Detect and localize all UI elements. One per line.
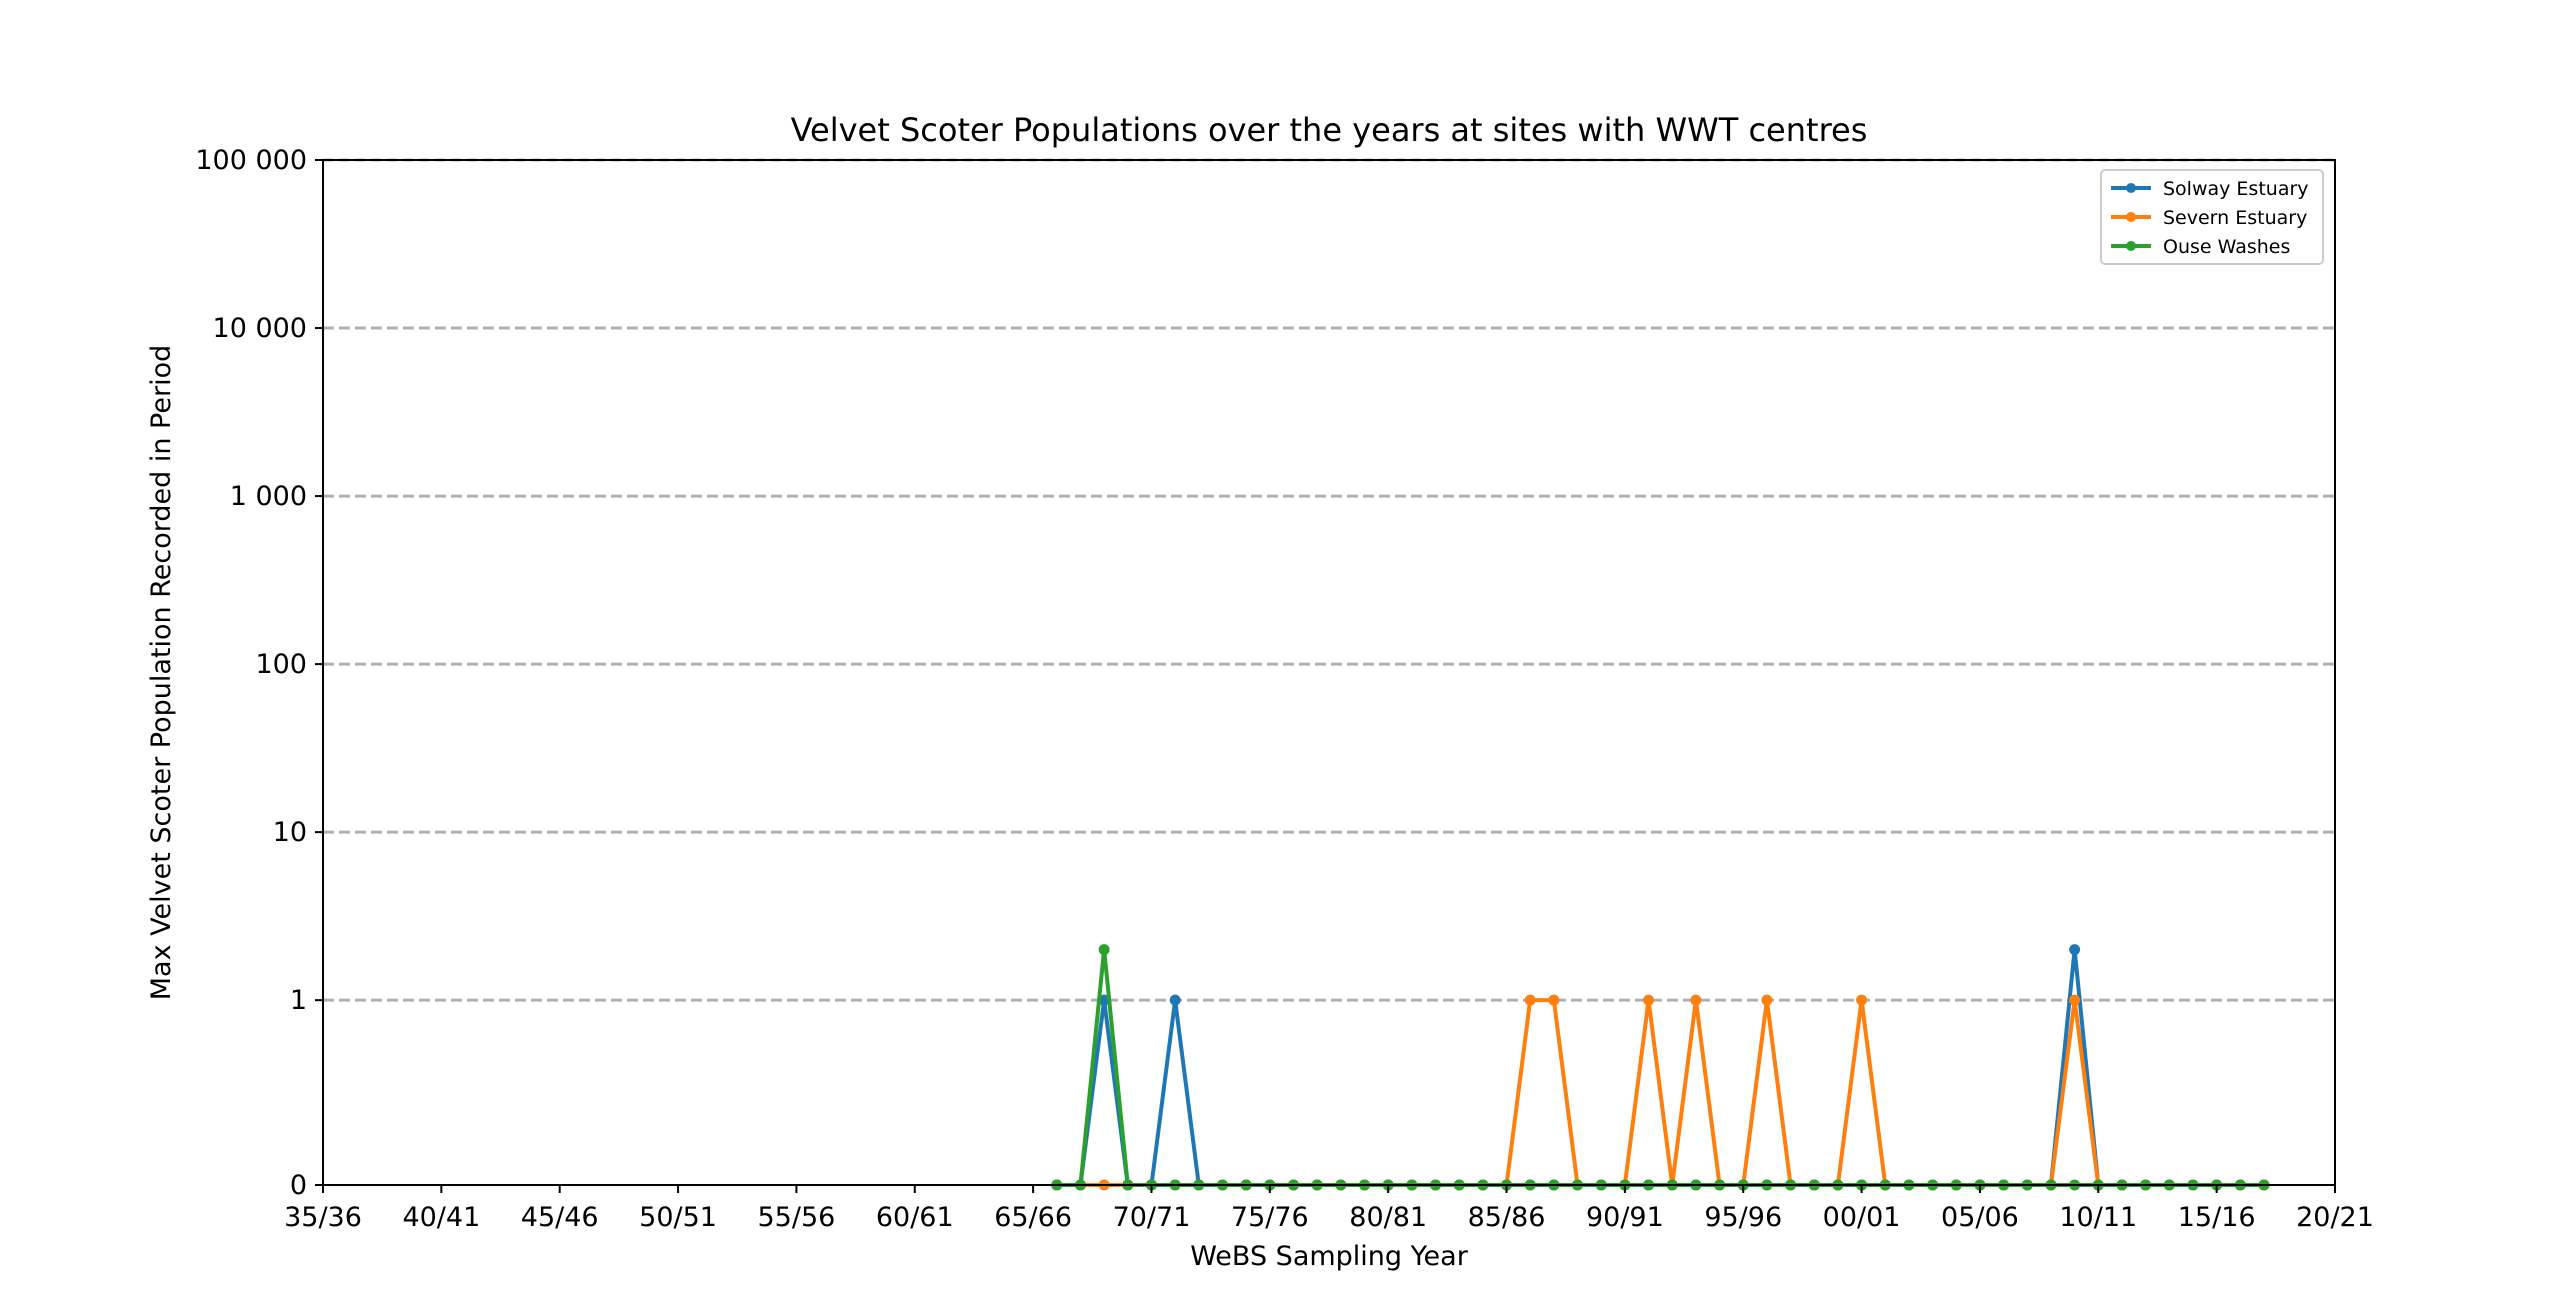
x-tick-label: 95/96 [1704,1202,1782,1233]
legend-label: Severn Estuary [2163,207,2307,229]
data-point [1524,994,1536,1006]
data-point [1169,994,1181,1006]
y-tick-label: 10 [273,817,307,848]
legend-box [2100,169,2324,265]
x-axis: 35/36 40/41 45/46 50/51 55/56 60/61 65/66 70/71… [284,1185,2374,1233]
x-tick-label: 35/36 [284,1202,362,1233]
data-point [1098,994,1110,1006]
legend-marker [2126,183,2136,193]
x-tick-label: 05/06 [1941,1202,2019,1233]
data-point [1690,994,1702,1006]
plot-frame [322,159,2336,1186]
y-tick-label: 100 [255,649,307,680]
x-tick-label: 70/71 [1113,1202,1191,1233]
legend-label: Ouse Washes [2163,236,2290,258]
x-tick-label: 55/56 [758,1202,836,1233]
chart-title: Velvet Scoter Populations over the years… [791,111,1868,149]
x-tick-label: 45/46 [521,1202,599,1233]
x-tick-label: 90/91 [1586,1202,1664,1233]
data-point [1548,994,1560,1006]
y-axis-label: Max Velvet Scoter Population Recorded in… [146,345,177,1000]
legend-marker [2126,212,2136,222]
x-tick-label: 80/81 [1349,1202,1427,1233]
data-point [1761,994,1773,1006]
x-tick-label: 15/16 [2178,1202,2256,1233]
series-severn-estuary [1051,994,2270,1191]
x-tick-label: 40/41 [402,1202,480,1233]
y-tick-label: 1 000 [230,481,307,512]
y-tick-label: 1 [290,985,307,1016]
data-point [2069,994,2081,1006]
data-point [2069,944,2081,956]
y-tick-label: 0 [290,1170,307,1201]
data-point [1856,994,1868,1006]
y-tick-label: 100 000 [195,145,307,176]
legend: Solway Estuary Severn Estuary Ouse Washes [2100,169,2324,265]
y-axis: 0 1 10 100 1 000 10 000 100 000 [195,145,323,1201]
x-tick-label: 65/66 [994,1202,1072,1233]
grid [323,158,2335,1002]
legend-label: Solway Estuary [2163,178,2309,200]
x-tick-label: 20/21 [2296,1202,2374,1233]
series-layer [1051,944,2270,1191]
x-axis-label: WeBS Sampling Year [1190,1241,1469,1272]
series-solway-estuary [1051,944,2270,1191]
x-tick-label: 10/11 [2059,1202,2137,1233]
y-tick-label: 10 000 [213,313,307,344]
data-point [1098,944,1110,956]
x-tick-label: 75/76 [1231,1202,1309,1233]
x-tick-label: 00/01 [1823,1202,1901,1233]
x-tick-label: 85/86 [1468,1202,1546,1233]
x-tick-label: 60/61 [876,1202,954,1233]
x-tick-label: 50/51 [639,1202,717,1233]
legend-marker [2126,241,2136,251]
data-point [1643,994,1655,1006]
